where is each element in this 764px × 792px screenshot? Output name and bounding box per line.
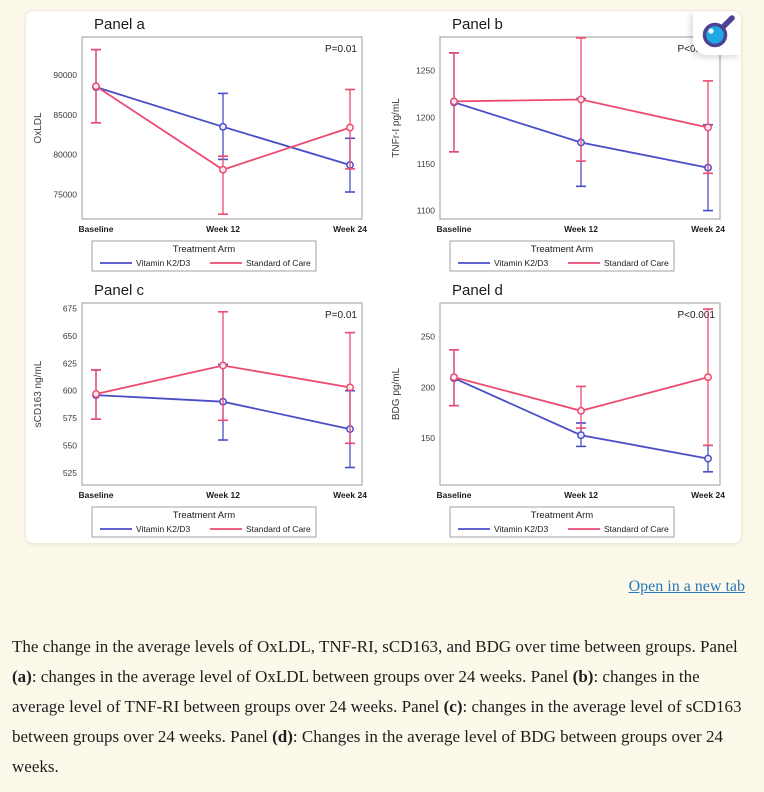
y-tick-label: 80000 xyxy=(53,150,77,160)
legend-label: Vitamin K2/D3 xyxy=(136,524,190,534)
panel-d-chart: Panel d P<0.001 150 200 250 BDG pg/mL Baseline… xyxy=(391,282,725,538)
x-tick-label: Week 12 xyxy=(206,490,240,500)
legend-title: Treatment Arm xyxy=(173,244,236,255)
x-tick-label: Week 12 xyxy=(206,224,240,234)
plot-area xyxy=(439,36,721,220)
y-tick-label: 1150 xyxy=(417,159,436,169)
data-marker-pink xyxy=(450,373,458,382)
panel-grid: Panel a P=0.01 75000 80000 85000 90000 OxLDL Ba… xyxy=(26,11,741,543)
legend-label: Standard of Care xyxy=(246,258,311,268)
legend-box xyxy=(449,506,675,538)
y-tick-label: 600 xyxy=(63,386,77,396)
y-tick-label: 1200 xyxy=(416,112,435,122)
figure-card: Panel a P=0.01 75000 80000 85000 90000 OxLDL Ba… xyxy=(25,10,742,544)
data-marker-blue xyxy=(704,454,712,463)
legend-title: Treatment Arm xyxy=(531,244,594,255)
x-tick-label: Week 12 xyxy=(564,224,598,234)
zoom-control[interactable] xyxy=(693,11,741,55)
y-axis-label: OxLDL xyxy=(33,112,44,144)
panel-c-chart: Panel c P=0.01 525 550 575 600 625 650 675 sCD163… xyxy=(33,282,367,538)
data-marker-blue xyxy=(577,431,585,440)
data-marker-pink xyxy=(577,95,585,104)
panel-title: Panel b xyxy=(452,16,503,33)
x-tick-label: Baseline xyxy=(79,490,114,500)
x-tick-label: Baseline xyxy=(437,224,472,234)
x-tick-label: Baseline xyxy=(437,490,472,500)
y-tick-label: 625 xyxy=(63,358,77,368)
legend-label: Standard of Care xyxy=(604,258,669,268)
legend-title: Treatment Arm xyxy=(173,510,236,521)
y-tick-label: 650 xyxy=(63,331,77,341)
y-tick-label: 550 xyxy=(63,441,77,451)
legend-label: Vitamin K2/D3 xyxy=(494,258,548,268)
open-new-tab-link[interactable]: Open in a new tab xyxy=(628,578,745,595)
x-tick-label: Week 24 xyxy=(333,490,367,500)
pvalue-label: P=0.01 xyxy=(325,44,357,55)
y-tick-label: 1100 xyxy=(417,206,436,216)
data-marker-pink xyxy=(346,123,354,132)
y-tick-label: 250 xyxy=(421,332,435,342)
y-axis-label: TNFr-I pg/mL xyxy=(391,98,402,158)
y-tick-label: 150 xyxy=(421,433,435,443)
data-marker-pink xyxy=(704,373,712,382)
data-marker-blue xyxy=(219,122,227,131)
y-tick-label: 675 xyxy=(63,304,77,314)
y-tick-label: 200 xyxy=(421,382,435,392)
x-tick-label: Week 12 xyxy=(564,490,598,500)
y-tick-label: 525 xyxy=(63,468,77,478)
y-tick-label: 90000 xyxy=(53,70,77,80)
data-marker-pink xyxy=(92,390,100,398)
plot-area xyxy=(439,302,721,486)
x-tick-label: Week 24 xyxy=(691,490,725,500)
legend-label: Standard of Care xyxy=(604,524,669,534)
data-marker-pink xyxy=(219,361,227,370)
y-tick-label: 75000 xyxy=(53,189,77,199)
magnifier-icon xyxy=(702,15,735,48)
legend-title: Treatment Arm xyxy=(531,510,594,521)
y-axis-label: sCD163 ng/mL xyxy=(33,360,44,427)
pvalue-label: P<0.001 xyxy=(677,310,715,321)
data-marker-pink xyxy=(346,383,354,392)
x-tick-label: Baseline xyxy=(79,224,114,234)
data-marker-pink xyxy=(577,406,585,415)
figure-caption: The change in the average levels of OxLD… xyxy=(12,637,742,776)
panel-b-chart: Panel bP<0.0011100115012001250TNFr-I pg/… xyxy=(391,16,725,272)
legend-label: Vitamin K2/D3 xyxy=(494,524,548,534)
data-marker-pink xyxy=(92,82,100,91)
panel-title: Panel a xyxy=(94,16,146,33)
data-marker-pink xyxy=(450,97,458,106)
y-axis-label: BDG pg/mL xyxy=(391,367,402,420)
legend-box xyxy=(449,240,675,272)
x-tick-label: Week 24 xyxy=(691,224,725,234)
y-tick-label: 575 xyxy=(63,413,77,423)
pvalue-label: P=0.01 xyxy=(325,310,357,321)
y-tick-label: 85000 xyxy=(53,110,77,120)
legend-label: Standard of Care xyxy=(246,524,311,534)
data-marker-pink xyxy=(704,123,712,132)
plot-area xyxy=(81,302,363,486)
y-tick-label: 1250 xyxy=(416,66,435,76)
legend-box xyxy=(91,506,317,538)
legend-box xyxy=(91,240,317,272)
legend-label: Vitamin K2/D3 xyxy=(136,258,190,268)
panel-a-chart: Panel a P=0.01 75000 80000 85000 90000 OxLDL Ba… xyxy=(33,16,367,272)
link-row: Open in a new tab xyxy=(629,578,745,596)
data-marker-pink xyxy=(219,165,227,174)
panel-title: Panel c xyxy=(94,282,145,299)
panel-title: Panel d xyxy=(452,282,503,299)
x-tick-label: Week 24 xyxy=(333,224,367,234)
